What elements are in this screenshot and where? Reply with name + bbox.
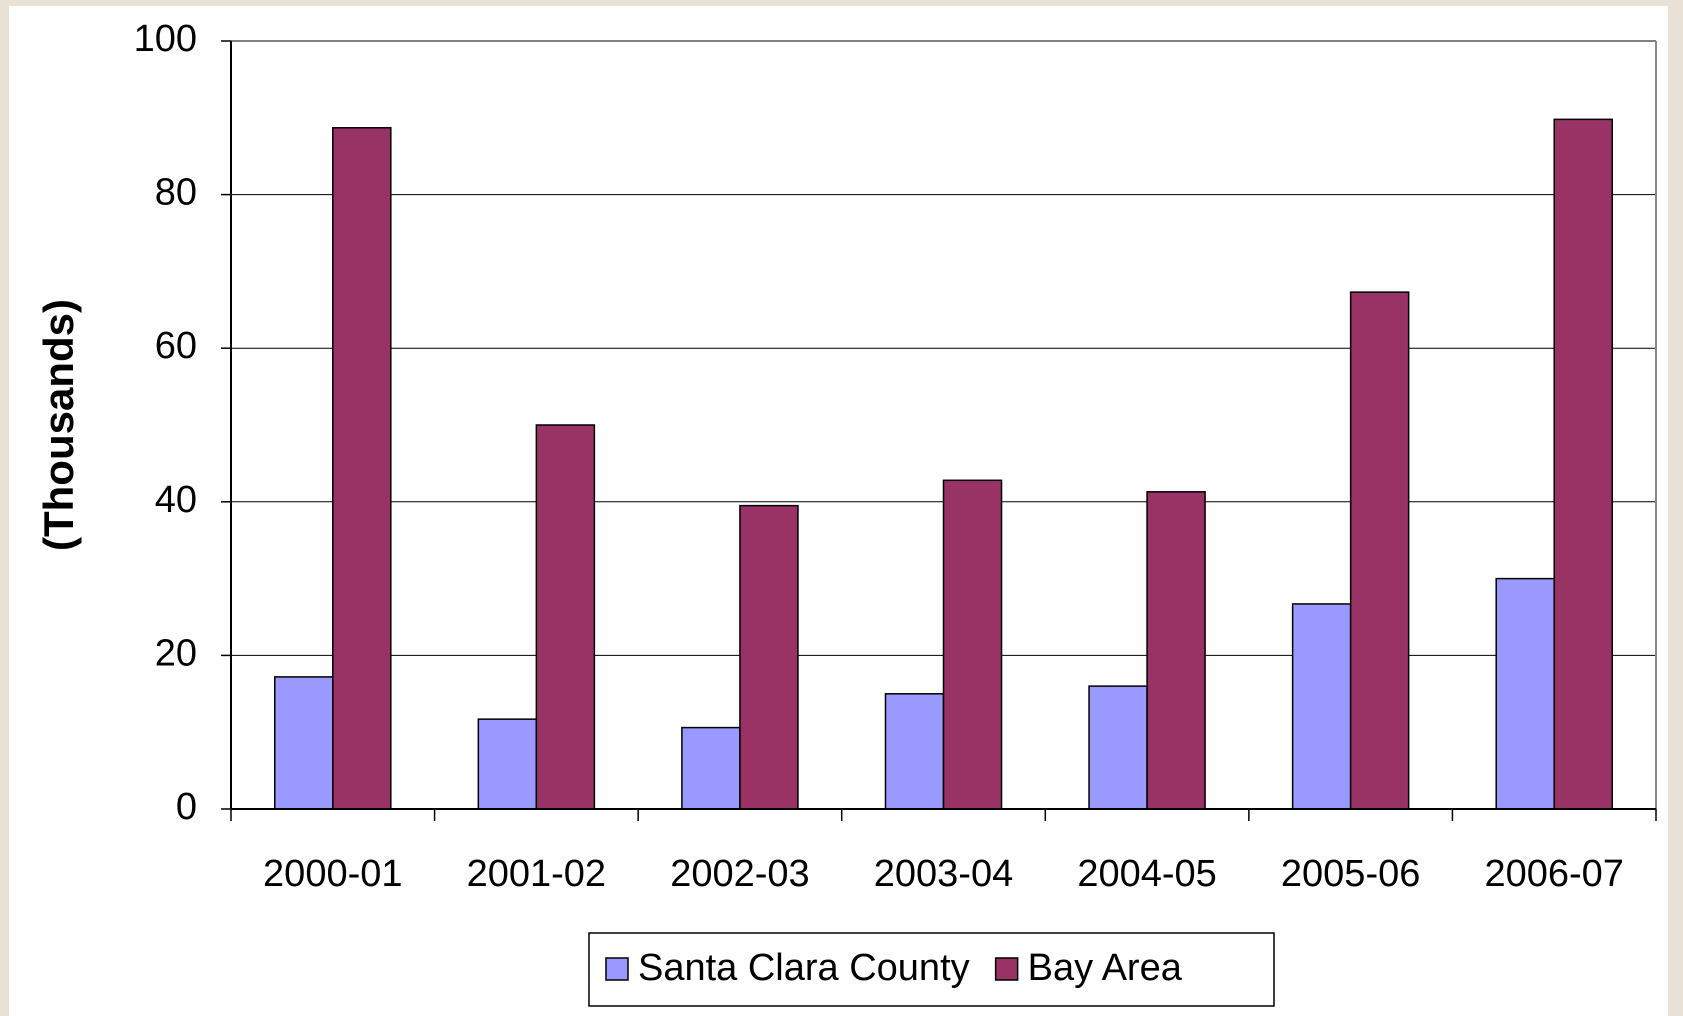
bar bbox=[1291, 603, 1352, 810]
y-tick-label: 20 bbox=[155, 632, 197, 674]
bar bbox=[681, 726, 741, 810]
bar bbox=[332, 127, 392, 810]
bar bbox=[1553, 118, 1613, 810]
legend-box bbox=[588, 932, 1275, 1007]
legend-swatch bbox=[994, 957, 1019, 981]
bar bbox=[1495, 577, 1555, 810]
x-tick-label: 2001-02 bbox=[467, 853, 606, 895]
bar bbox=[1349, 291, 1410, 810]
bar bbox=[274, 676, 334, 810]
x-tick-label: 2005-06 bbox=[1281, 853, 1420, 895]
y-tick-label: 0 bbox=[176, 786, 197, 828]
y-tick-label: 80 bbox=[155, 172, 197, 214]
bar bbox=[1088, 685, 1148, 810]
bar bbox=[884, 693, 945, 810]
legend-label: Bay Area bbox=[1028, 947, 1183, 989]
y-tick-label: 40 bbox=[155, 479, 197, 521]
x-tick-label: 2006-07 bbox=[1484, 853, 1623, 895]
x-tick-label: 2000-01 bbox=[263, 853, 402, 895]
legend-label: Santa Clara County bbox=[638, 947, 970, 989]
x-tick-label: 2004-05 bbox=[1077, 853, 1216, 895]
bar bbox=[942, 479, 1003, 810]
bar bbox=[535, 424, 596, 810]
x-tick-label: 2003-04 bbox=[874, 853, 1013, 895]
x-tick-label: 2002-03 bbox=[670, 853, 809, 895]
y-tick-label: 60 bbox=[155, 325, 197, 367]
y-axis-label: (Thousands) bbox=[35, 299, 82, 551]
bar bbox=[739, 504, 799, 810]
y-tick-label: 100 bbox=[134, 18, 197, 60]
bar bbox=[477, 718, 538, 810]
legend-swatch bbox=[605, 957, 629, 981]
bar bbox=[1146, 491, 1206, 810]
